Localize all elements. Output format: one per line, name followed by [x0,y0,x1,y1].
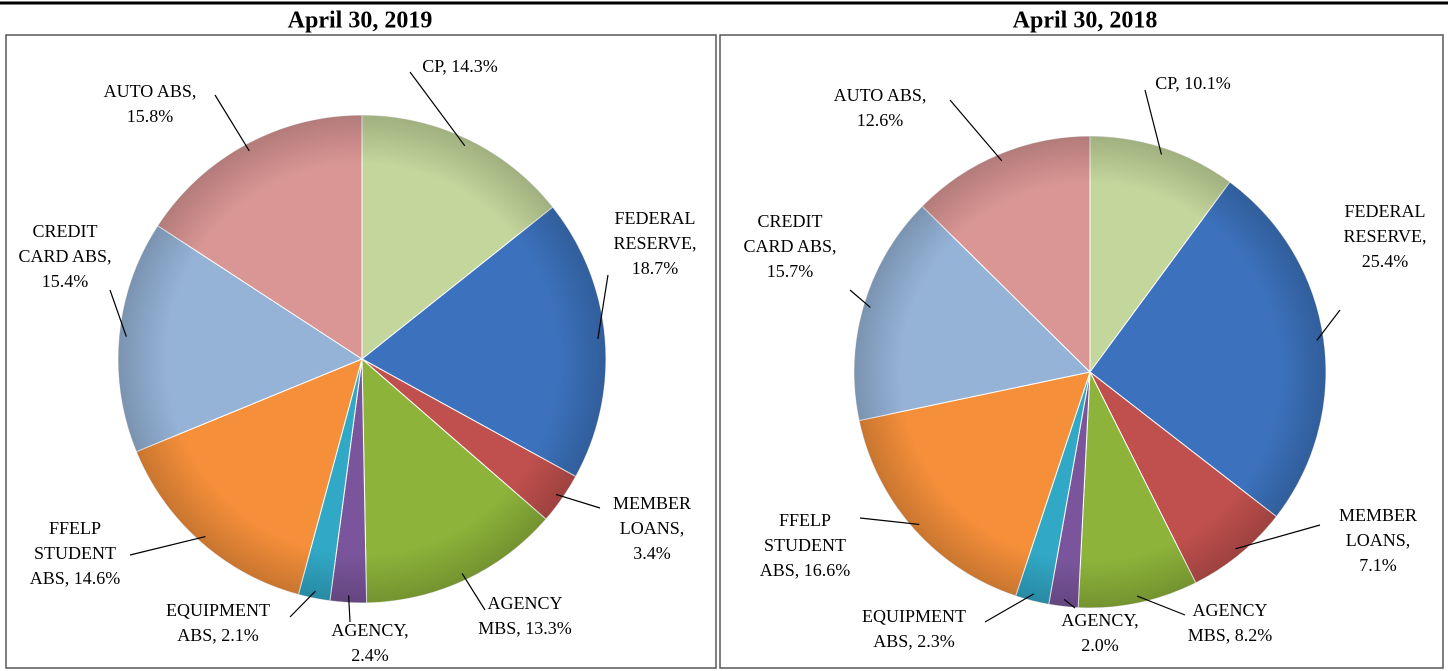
data-label: CP, 14.3% [422,56,498,76]
data-label: FFELP [49,518,101,538]
data-label: LOANS, [1346,530,1411,550]
data-label: MBS, 8.2% [1188,625,1273,645]
panel [719,34,1444,669]
data-label: FEDERAL [1345,201,1426,221]
data-label: STUDENT [764,535,846,555]
data-label: 18.7% [632,258,679,278]
data-label: 12.6% [857,110,904,130]
data-label: MEMBER [613,493,691,513]
data-label: CARD ABS, [743,236,836,256]
data-label: MEMBER [1339,505,1417,525]
data-label: AUTO ABS, [834,85,927,105]
data-label: EQUIPMENT [862,606,966,626]
data-label: FEDERAL [615,208,696,228]
data-label: MBS, 13.3% [478,618,572,638]
data-label: 15.4% [42,271,89,291]
data-label: 2.0% [1081,635,1119,655]
chart-title: April 30, 2019 [288,8,433,34]
data-label: CREDIT [33,221,98,241]
data-label: 3.4% [633,543,671,563]
leader-line [214,94,250,152]
data-label: CP, 10.1% [1155,73,1231,93]
leader-line [984,593,1035,623]
data-label: ABS, 2.3% [873,631,955,651]
leader-line [129,535,206,556]
panel [5,34,717,669]
data-label: ABS, 2.1% [177,625,259,645]
leader-line [949,99,1003,162]
data-label: 15.8% [127,106,174,126]
leader-line [1136,595,1186,616]
data-label: AGENCY [1193,600,1268,620]
data-label: 15.7% [767,261,814,281]
leader-line [555,493,601,509]
data-label: ABS, 16.6% [760,560,851,580]
data-label: CREDIT [758,211,823,231]
data-label: CARD ABS, [18,246,111,266]
leader-line [461,573,486,611]
data-label: 7.1% [1359,555,1397,575]
data-label: STUDENT [34,543,116,563]
data-label: AGENCY, [1061,610,1138,630]
data-label: FFELP [779,510,831,530]
chart-title: April 30, 2018 [1013,8,1158,34]
data-label: AGENCY, [331,620,408,640]
data-label: AGENCY [488,593,563,613]
data-label: AUTO ABS, [104,81,197,101]
data-label: LOANS, [620,518,685,538]
data-label: ABS, 14.6% [30,568,121,588]
data-label: RESERVE, [613,233,696,253]
data-label: 2.4% [351,645,389,665]
data-label: 25.4% [1362,251,1409,271]
data-label: RESERVE, [1343,226,1426,246]
data-label: EQUIPMENT [166,600,270,620]
